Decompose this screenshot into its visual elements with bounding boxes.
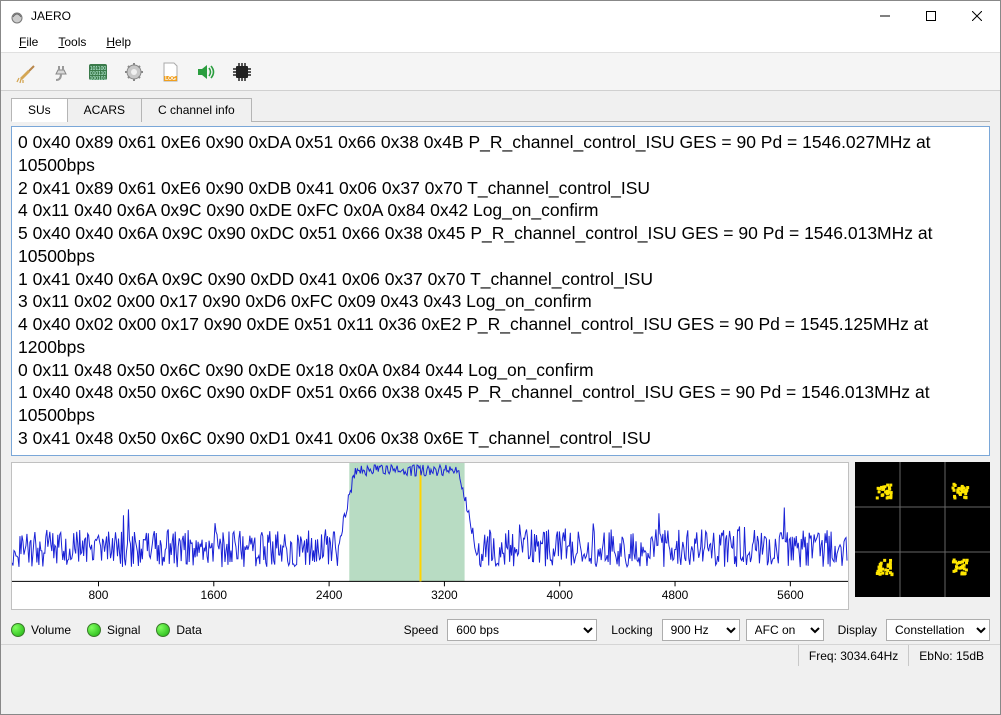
maximize-button[interactable] [908,1,954,31]
close-button[interactable] [954,1,1000,31]
sound-button[interactable] [191,57,221,87]
afc-select[interactable]: AFC on [746,619,824,641]
svg-text:LOG: LOG [165,76,176,82]
data-led [156,623,170,637]
tab-acars[interactable]: ACARS [67,98,142,122]
clear-button[interactable] [11,57,41,87]
svg-text:100101: 100101 [90,76,107,82]
svg-text:3200: 3200 [431,588,458,602]
svg-text:1600: 1600 [201,588,228,602]
status-row: Volume Signal Data Speed 600 bps Locking… [1,616,1000,644]
volume-label: Volume [31,623,71,637]
volume-led [11,623,25,637]
signal-led [87,623,101,637]
log-icon: LOG [158,60,182,84]
locking-select[interactable]: 900 Hz [662,619,740,641]
tab-sus[interactable]: SUs [11,98,68,122]
log-output[interactable]: 0 0x40 0x89 0x61 0xE6 0x90 0xDA 0x51 0x6… [11,126,990,456]
ebno-readout: EbNo: 15dB [908,645,994,666]
cpu-button[interactable] [227,57,257,87]
broom-icon [14,60,38,84]
window-controls [862,1,1000,31]
binary-icon: 101100010110100101 [86,60,110,84]
app-icon [9,8,25,24]
visualizer-row: 800 1600 2400 3200 4000 4800 5600 [1,462,1000,616]
connect-button[interactable] [47,57,77,87]
menu-help[interactable]: Help [98,33,139,51]
svg-text:5600: 5600 [777,588,804,602]
svg-text:2400: 2400 [316,588,343,602]
hex-button[interactable]: 101100010110100101 [83,57,113,87]
tab-cchannel[interactable]: C channel info [141,98,252,122]
constellation-plot[interactable] [855,462,990,597]
data-label: Data [176,623,201,637]
tabbar: SUs ACARS C channel info [1,91,1000,122]
titlebar: JAERO [1,1,1000,31]
svg-text:800: 800 [89,588,109,602]
display-select[interactable]: Constellation [886,619,990,641]
speaker-icon [194,60,218,84]
minimize-button[interactable] [862,1,908,31]
menubar: File Tools Help [1,31,1000,53]
spectrum-plot[interactable]: 800 1600 2400 3200 4000 4800 5600 [11,462,849,610]
settings-button[interactable] [119,57,149,87]
speed-select[interactable]: 600 bps [447,619,597,641]
toolbar: 101100010110100101 LOG [1,53,1000,91]
cpu-icon [230,60,254,84]
svg-text:4000: 4000 [546,588,573,602]
freq-readout: Freq: 3034.64Hz [798,645,908,666]
menu-file[interactable]: File [11,33,46,51]
menu-tools[interactable]: Tools [50,33,94,51]
display-label: Display [838,623,877,637]
window-title: JAERO [31,9,862,23]
footer: Freq: 3034.64Hz EbNo: 15dB [1,644,1000,666]
gear-icon [122,60,146,84]
signal-label: Signal [107,623,140,637]
locking-label: Locking [611,623,652,637]
speed-label: Speed [404,623,439,637]
plug-icon [50,60,74,84]
svg-text:4800: 4800 [662,588,689,602]
log-button[interactable]: LOG [155,57,185,87]
